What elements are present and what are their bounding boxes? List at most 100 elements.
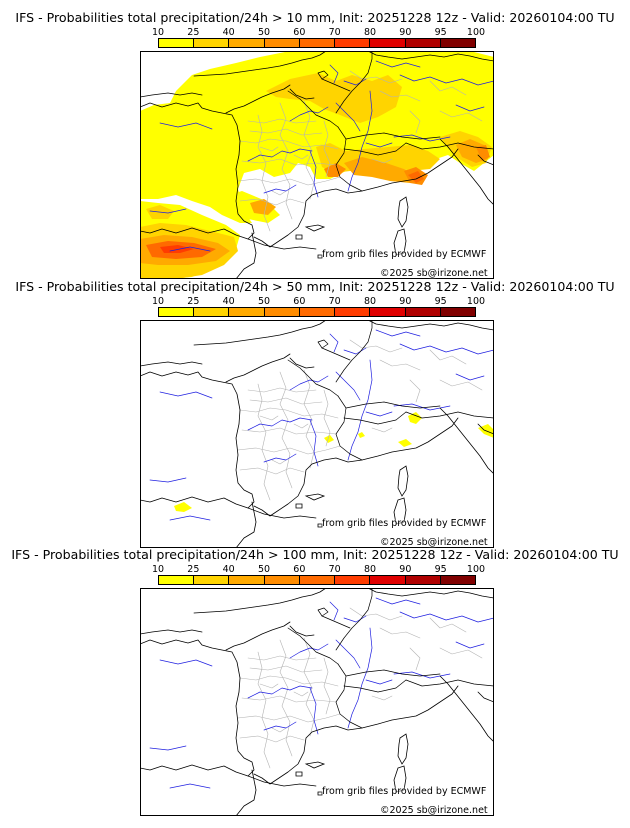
map-frame: from grib files provided by ECMWF ©2025 … [140,588,494,816]
country-border [321,615,351,629]
scale-swatch [263,39,299,47]
island [304,224,326,232]
region-boundary [279,639,293,757]
island [393,765,407,793]
country-border [247,238,317,250]
scale-swatch [159,576,194,584]
region-boundary [259,683,279,689]
region-boundary [257,651,271,769]
region-boundary [249,128,323,136]
country-border [345,401,441,409]
probability-area [174,502,192,512]
probability-area [476,145,490,161]
river [399,74,494,86]
probability-area [324,163,346,177]
region-boundary [349,70,403,84]
river [309,687,319,735]
coastline [289,357,315,369]
source-credit: from grib files provided by ECMWF [322,518,487,529]
scale-swatch [193,576,229,584]
region-boundary [247,118,317,124]
scale-tick-label: 95 [434,564,447,575]
region-boundary [237,176,341,186]
color-scale: 10 25 40 50 60 70 80 90 95 100 [152,27,485,50]
scale-tick-label: 40 [222,27,235,38]
scale-tick-label: 90 [399,296,412,307]
river [329,601,339,621]
scale-tick-label: 60 [293,27,306,38]
country-border [321,78,351,92]
scale-tick-label: 60 [293,296,306,307]
river [335,639,361,669]
color-scale: 10 25 40 50 60 70 80 90 95 100 [152,296,485,319]
coastline [235,232,257,279]
region-boundary [271,190,287,196]
river [375,60,421,68]
region-boundary [371,427,393,433]
coastline [477,154,494,166]
scale-swatch [369,308,405,316]
color-scale: 10 25 40 50 60 70 80 90 95 100 [152,564,485,587]
region-boundary [279,102,293,220]
scale-swatch [439,576,475,584]
island [317,791,323,796]
region-boundary [371,695,393,701]
river [375,597,421,605]
copyright-credit: ©2025 sb@irizone.net [380,805,488,816]
country-border [335,588,373,651]
coastline [193,588,327,614]
river [149,477,187,483]
scale-tick-label: 70 [328,296,341,307]
scale-bar [158,307,476,317]
region-boundary [237,445,341,455]
coastline [140,371,255,509]
river [159,659,213,667]
river [289,106,329,122]
scale-swatch [298,39,335,47]
panel-title: IFS - Probabilities total precipitation/… [15,10,615,25]
panel-title: IFS - Probabilities total precipitation/… [11,547,619,562]
river [309,419,319,467]
scale-tick-label: 50 [257,27,271,38]
coastline [439,138,494,206]
coastline [225,353,291,383]
scale-tick-label: 80 [363,564,377,575]
scale-tick-label: 25 [187,27,200,38]
scale-tick-label: 40 [222,564,235,575]
region-boundary [257,114,271,232]
scale-swatch [369,39,405,47]
map-border [140,51,494,279]
island [317,523,323,528]
island [295,503,303,509]
river [365,142,393,148]
region-boundary [429,349,467,365]
probability-area [408,412,422,424]
scale-tick-label: 100 [466,296,486,307]
island [317,254,323,259]
scale-tick-label: 70 [328,27,341,38]
coastline [140,629,203,635]
coastline [193,320,327,346]
scale-tick-label: 95 [434,296,447,307]
river [455,104,485,112]
region-boundary [241,427,337,435]
region-boundary [379,359,421,371]
coastline [140,361,203,367]
panel-100mm: IFS - Probabilities total precipitation/… [0,548,630,816]
river [347,359,373,461]
map-100mm [140,588,494,816]
coastline [225,621,291,651]
country-border [343,679,407,693]
probability-area [398,439,412,447]
coastline [367,51,494,62]
copyright-credit: ©2025 sb@irizone.net [380,537,488,548]
scale-tick-label: 10 [151,27,165,38]
island [393,228,407,256]
region-boundary [259,146,279,152]
map-50mm [140,320,494,548]
scale-swatch [193,308,229,316]
country-border [405,679,494,687]
coastline [367,588,494,599]
probability-area [408,171,424,183]
region-boundary [429,80,467,96]
